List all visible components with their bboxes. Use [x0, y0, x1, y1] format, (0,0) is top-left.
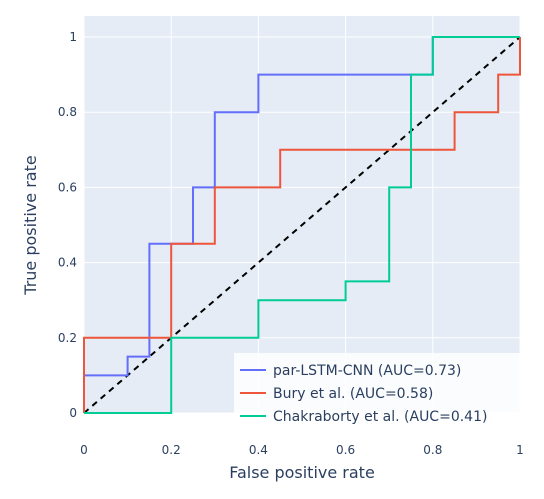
x-tick-label: 0.8	[423, 443, 442, 457]
x-tick-label: 1	[516, 443, 524, 457]
x-tick-label: 0.4	[249, 443, 268, 457]
y-tick-label: 0.8	[58, 105, 77, 119]
x-tick-label: 0.6	[336, 443, 355, 457]
y-axis-title: True positive rate	[21, 155, 40, 295]
x-tick-label: 0.2	[162, 443, 181, 457]
series-line-0	[83, 36, 520, 413]
legend-label-2: Chakraborty et al. (AUC=0.41)	[273, 409, 487, 425]
series-lines	[83, 36, 521, 414]
y-tick-label: 0.6	[58, 180, 77, 194]
legend: par-LSTM-CNN (AUC=0.73) Bury et al. (AUC=…	[234, 353, 520, 433]
series-line-1	[83, 37, 521, 413]
legend-label-1: Bury et al. (AUC=0.58)	[273, 386, 433, 402]
legend-label-0: par-LSTM-CNN (AUC=0.73)	[273, 363, 461, 379]
axis-ticks: 0 0.2 0.4 0.6 0.8 1 0 0.2 0.4 0.6 0.8 1	[58, 30, 524, 457]
x-axis-title: False positive rate	[229, 463, 375, 482]
y-tick-label: 1	[69, 30, 77, 44]
y-tick-label: 0.2	[58, 331, 77, 345]
series-line-2	[84, 36, 520, 414]
y-tick-label: 0.4	[58, 256, 77, 270]
diagonal-reference-line	[83, 36, 521, 414]
legend-box	[234, 353, 520, 433]
plot-background	[84, 16, 520, 413]
x-tick-label: 0	[80, 443, 88, 457]
y-tick-label: 0	[69, 406, 77, 420]
